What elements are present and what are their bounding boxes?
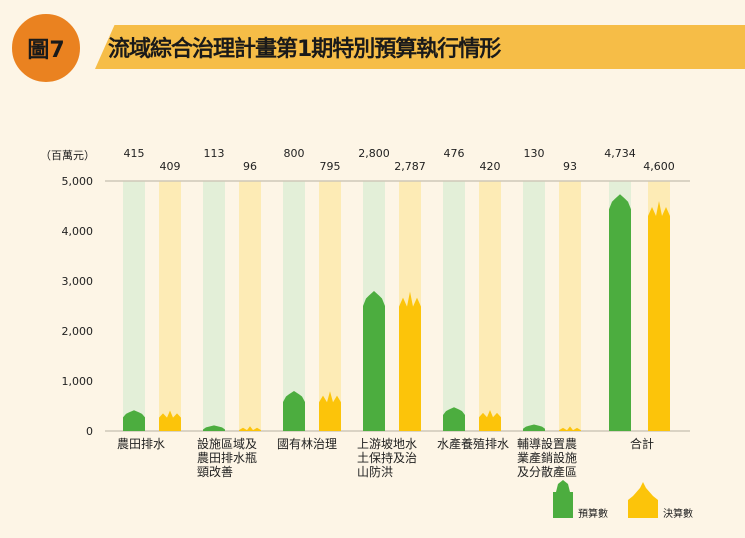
budget-bar	[523, 424, 545, 431]
data-label: 130	[524, 147, 545, 160]
final-bar	[159, 410, 181, 431]
budget-bar	[203, 425, 225, 431]
final-track	[559, 181, 581, 431]
budget-track	[443, 181, 465, 431]
budget-track	[523, 181, 545, 431]
final-bar	[648, 201, 670, 431]
x-category-label: 輔導設置農 業產銷設施 及分散產區	[517, 437, 578, 479]
data-label: 96	[243, 160, 257, 173]
budget-track	[203, 181, 225, 431]
y-tick-label: 4,000	[62, 225, 94, 238]
x-category-label: 農田排水	[117, 437, 166, 451]
final-track	[239, 181, 261, 431]
data-label: 415	[124, 147, 145, 160]
budget-bar	[123, 410, 145, 431]
legend-final: 決算數	[663, 509, 693, 520]
x-category-label: 水產養殖排水	[437, 437, 510, 451]
title-banner	[95, 25, 745, 69]
data-label: 420	[480, 160, 501, 173]
figure-badge: 圖7	[8, 10, 84, 86]
data-label: 113	[204, 147, 225, 160]
final-bar	[239, 426, 261, 431]
y-tick-label: 1,000	[62, 375, 94, 388]
x-category-label: 合計	[630, 437, 655, 451]
data-label: 800	[284, 147, 305, 160]
final-bar	[399, 291, 421, 431]
budget-track	[283, 181, 305, 431]
budget-bar	[443, 407, 465, 431]
final-track	[159, 181, 181, 431]
budget-bar	[363, 291, 385, 431]
data-label: 409	[160, 160, 181, 173]
y-tick-label: 5,000	[62, 175, 94, 188]
legend-budget: 預算數	[578, 509, 608, 520]
final-bar	[479, 410, 501, 431]
unit-label: （百萬元）	[40, 149, 95, 162]
data-label: 2,787	[394, 160, 426, 173]
budget-bar	[609, 194, 631, 431]
budget-bar	[283, 391, 305, 431]
y-tick-label: 3,000	[62, 275, 94, 288]
data-label: 795	[320, 160, 341, 173]
data-label: 2,800	[358, 147, 390, 160]
final-bar	[319, 391, 341, 431]
final-track	[319, 181, 341, 431]
y-tick-label: 2,000	[62, 325, 94, 338]
budget-track	[123, 181, 145, 431]
x-category-label: 設施區域及 農田排水瓶 頸改善	[197, 437, 258, 479]
y-tick-label: 0	[86, 425, 93, 438]
final-bar	[559, 426, 581, 431]
final-track	[479, 181, 501, 431]
x-category-label: 上游坡地水 土保持及治 山防洪	[357, 437, 418, 479]
x-category-label: 國有林治理	[277, 437, 338, 451]
data-label: 4,600	[643, 160, 675, 173]
data-label: 476	[444, 147, 465, 160]
data-label: 4,734	[604, 147, 636, 160]
chart-title: 流域綜合治理計畫第1期特別預算執行情形	[108, 37, 501, 62]
data-label: 93	[563, 160, 577, 173]
